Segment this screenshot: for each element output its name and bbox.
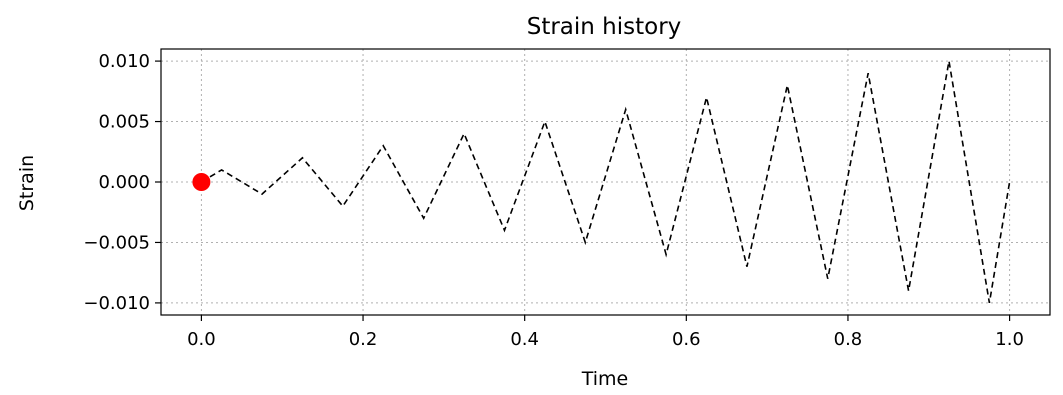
y-axis: −0.010 −0.005 0.000 0.005 0.010 — [83, 51, 161, 314]
y-axis-label: Strain — [16, 155, 38, 211]
chart-title: Strain history — [527, 14, 682, 40]
x-axis-label: Time — [581, 368, 629, 390]
grid — [161, 49, 1050, 315]
x-tick-label: 0.0 — [187, 329, 216, 350]
x-tick-label: 0.6 — [672, 329, 701, 350]
x-tick-label: 0.4 — [510, 329, 539, 350]
x-tick-label: 1.0 — [995, 329, 1024, 350]
marker-layer — [192, 173, 211, 191]
current-point-marker — [192, 173, 211, 191]
series-layer — [200, 60, 1011, 304]
x-axis: 0.0 0.2 0.4 0.6 0.8 1.0 — [187, 315, 1024, 350]
y-tick-label: 0.010 — [98, 51, 150, 72]
y-tick-label: 0.000 — [98, 172, 150, 193]
x-tick-label: 0.8 — [834, 329, 863, 350]
x-tick-label: 0.2 — [349, 329, 378, 350]
y-tick-label: 0.005 — [98, 112, 150, 133]
y-tick-label: −0.010 — [83, 293, 150, 314]
strain-series-line — [200, 60, 1011, 304]
y-tick-label: −0.005 — [83, 232, 150, 253]
